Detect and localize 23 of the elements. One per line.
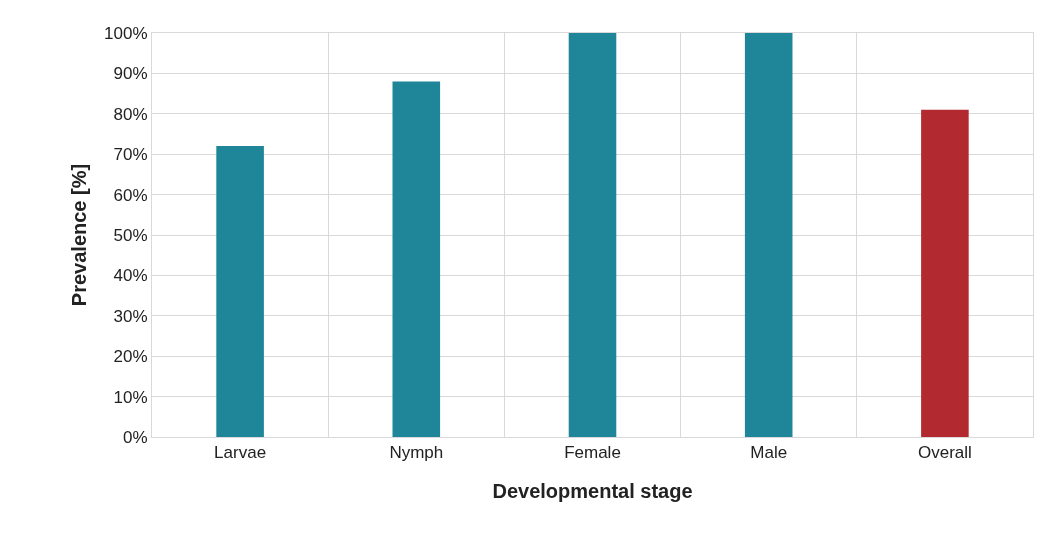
y-tick-label: 80% [113, 104, 148, 124]
x-tick-label: Overall [917, 443, 972, 463]
y-tick-label: 90% [113, 64, 148, 84]
y-tick-label: 70% [113, 145, 148, 165]
y-tick-label: 30% [113, 306, 148, 326]
bar [216, 146, 264, 437]
y-tick-label: 0% [123, 427, 148, 447]
x-tick-label: Male [750, 443, 788, 463]
x-tick-label: Nymph [389, 443, 444, 463]
y-tick-label: 100% [104, 23, 148, 43]
x-axis-title: Developmental stage [492, 479, 693, 502]
y-axis-title: Prevalence [%] [67, 163, 90, 307]
bar [392, 81, 441, 437]
bar [744, 33, 793, 437]
bar [568, 33, 617, 437]
y-tick-label: 50% [113, 225, 148, 245]
y-tick-label: 20% [113, 347, 148, 367]
x-tick-label: Larvae [214, 443, 267, 463]
y-tick-label: 40% [113, 266, 148, 286]
y-tick-label: 60% [113, 185, 148, 205]
x-tick-label: Female [564, 443, 621, 463]
y-tick-label: 10% [113, 387, 148, 407]
bar [921, 109, 969, 437]
